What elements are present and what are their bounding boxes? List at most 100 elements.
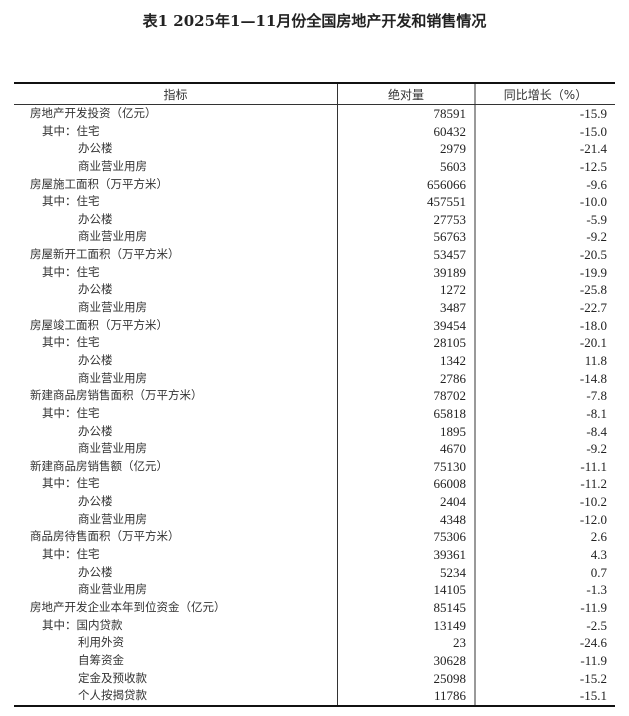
table-title: 表1 2025年1—11月份全国房地产开发和销售情况 [142,12,487,30]
table-row: 商业营业用房 4670 -9.2 [14,440,615,458]
table-row: 办公楼 2979 -21.4 [14,140,615,158]
indicator-cell: 商业营业用房 [14,440,338,458]
indicator-cell: 办公楼 [14,422,338,441]
indicator-cell: 商业营业用房 [14,228,338,247]
absolute-cell: 78591 [338,105,476,123]
table-row: 其中：住宅 457551 -10.0 [14,193,615,211]
indicator-cell: 自筹资金 [14,651,338,670]
table-row: 新建商品房销售额（亿元） 75130 -11.1 [14,457,615,476]
growth-cell: -15.9 [579,106,607,121]
table-row: 其中：住宅 28105 -20.1 [14,334,615,352]
growth-cell: -15.2 [579,670,607,686]
growth-cell: 0.7 [590,564,607,580]
growth-cell: -12.0 [579,511,607,527]
indicator-cell: 新建商品房销售额（亿元） [14,457,338,476]
absolute-cell: 13149 [338,616,476,635]
table-row: 办公楼 5234 0.7 [14,563,615,582]
indicator-cell: 新建商品房销售面积（万平方米） [14,387,338,405]
growth-cell: -9.2 [586,441,607,457]
indicator-cell: 商业营业用房 [14,369,338,388]
absolute-cell: 56763 [338,228,476,247]
table-row: 商业营业用房 3487 -22.7 [14,299,615,317]
growth-cell: -9.2 [586,229,607,245]
absolute-cell: 60432 [338,122,476,141]
indicator-cell: 定金及预收款 [14,669,338,688]
table-row: 办公楼 1342 11.8 [14,351,615,370]
absolute-cell: 1272 [338,281,476,300]
growth-cell: -11.9 [580,599,607,615]
table-body: 房地产开发投资（亿元） 78591 -15.9 其中：住宅 60432 -15.0 办公楼 2… [14,105,615,705]
growth-cell: -2.5 [586,617,607,633]
table-row: 商业营业用房 5603 -12.5 [14,157,615,176]
table-row: 其中：住宅 66008 -11.2 [14,475,615,494]
table-row: 房地产开发企业本年到位资金（亿元） 85145 -11.9 [14,598,615,617]
indicator-cell: 房地产开发企业本年到位资金（亿元） [14,598,338,617]
growth-cell: 2.6 [590,529,607,545]
table-row: 办公楼 1895 -8.4 [14,422,615,441]
growth-cell: -20.1 [579,335,607,351]
indicator-cell: 办公楼 [14,493,338,511]
table-row: 利用外资 23 -24.6 [14,634,615,652]
growth-cell: -9.6 [586,176,607,192]
absolute-cell: 4348 [338,510,476,529]
indicator-cell: 其中：住宅 [14,475,338,494]
growth-cell: -8.1 [586,405,607,421]
indicator-cell: 办公楼 [14,351,338,370]
table-row: 办公楼 2404 -10.2 [14,493,615,511]
growth-cell: -20.5 [579,247,607,263]
absolute-cell: 2979 [338,140,476,158]
table-row: 定金及预收款 25098 -15.2 [14,669,615,688]
growth-cell: 11.8 [584,352,607,368]
table-row: 商业营业用房 4348 -12.0 [14,510,615,529]
indicator-cell: 办公楼 [14,210,338,229]
table-row: 办公楼 1272 -25.8 [14,281,615,300]
growth-cell: -18.0 [579,317,607,333]
indicator-cell: 其中：住宅 [14,546,338,564]
indicator-cell: 办公楼 [14,140,338,158]
indicator-cell: 商业营业用房 [14,581,338,599]
indicator-cell: 其中：住宅 [14,334,338,352]
absolute-cell: 23 [338,634,476,652]
growth-cell: -11.1 [580,458,607,474]
absolute-cell: 5603 [338,157,476,176]
absolute-cell: 2404 [338,493,476,511]
growth-cell: -22.7 [579,300,607,316]
table-row: 自筹资金 30628 -11.9 [14,651,615,670]
table-row: 办公楼 27753 -5.9 [14,210,615,229]
absolute-cell: 1342 [338,351,476,370]
growth-cell: -10.0 [579,194,607,210]
indicator-cell: 个人按揭贷款 [14,687,338,705]
absolute-cell: 39189 [338,263,476,282]
absolute-cell: 2786 [338,369,476,388]
table-header: 指标 绝对量 同比增长（%） [14,84,615,105]
absolute-cell: 78702 [338,387,476,405]
indicator-cell: 办公楼 [14,281,338,300]
indicator-cell: 房屋施工面积（万平方米） [14,175,338,194]
absolute-cell: 3487 [338,299,476,317]
header-absolute: 绝对量 [338,84,476,104]
absolute-cell: 65818 [338,404,476,423]
indicator-cell: 商品房待售面积（万平方米） [14,528,338,547]
table-row: 房屋施工面积（万平方米） 656066 -9.6 [14,175,615,194]
growth-cell: -5.9 [586,211,607,227]
absolute-cell: 53457 [338,246,476,264]
indicator-cell: 商业营业用房 [14,510,338,529]
indicator-cell: 商业营业用房 [14,299,338,317]
growth-cell: -12.5 [579,158,607,174]
table-row: 商业营业用房 56763 -9.2 [14,228,615,247]
growth-cell: -7.8 [586,388,607,404]
growth-cell: -24.6 [579,635,607,651]
absolute-cell: 30628 [338,651,476,670]
table-row: 其中：住宅 65818 -8.1 [14,404,615,423]
growth-cell: -8.4 [586,423,607,439]
growth-cell: -19.9 [579,264,607,280]
absolute-cell: 85145 [338,598,476,617]
indicator-cell: 房屋新开工面积（万平方米） [14,246,338,264]
table-row: 其中：国内贷款 13149 -2.5 [14,616,615,635]
growth-cell: -21.4 [579,141,607,157]
absolute-cell: 11786 [338,687,476,705]
indicator-cell: 房屋竣工面积（万平方米） [14,316,338,335]
data-table: 指标 绝对量 同比增长（%） 房地产开发投资（亿元） 78591 -15.9 其中：住… [14,82,615,707]
indicator-cell: 其中：住宅 [14,263,338,282]
indicator-cell: 其中：住宅 [14,122,338,141]
